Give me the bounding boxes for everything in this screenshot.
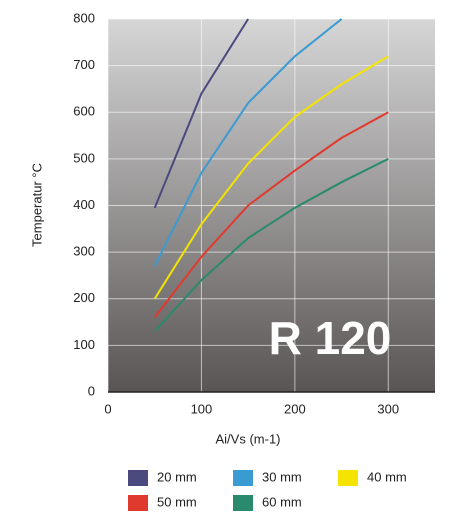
series-line bbox=[153, 157, 389, 333]
legend-label: 30 mm bbox=[262, 469, 302, 484]
annotation: R 120 bbox=[269, 312, 392, 364]
y-tick-label: 300 bbox=[73, 244, 95, 259]
y-tick-label: 0 bbox=[88, 383, 95, 398]
x-tick-label: 0 bbox=[104, 401, 111, 416]
series-line bbox=[153, 111, 389, 319]
series-line bbox=[153, 18, 249, 209]
x-tick-label: 200 bbox=[284, 401, 306, 416]
y-tick-label: 800 bbox=[73, 10, 95, 25]
legend-label: 40 mm bbox=[367, 469, 407, 484]
legend-swatch bbox=[128, 470, 148, 486]
legend-label: 50 mm bbox=[157, 494, 197, 509]
x-tick-label: 300 bbox=[377, 401, 399, 416]
legend-swatch bbox=[338, 470, 358, 486]
y-axis-label: Temperatur °C bbox=[29, 163, 44, 247]
series-line bbox=[153, 55, 389, 300]
legend-label: 60 mm bbox=[262, 494, 302, 509]
y-tick-label: 500 bbox=[73, 150, 95, 165]
y-tick-label: 100 bbox=[73, 337, 95, 352]
x-axis-label: Ai/Vs (m-1) bbox=[216, 431, 281, 446]
y-tick-label: 600 bbox=[73, 104, 95, 119]
series-line bbox=[153, 18, 343, 267]
y-tick-label: 700 bbox=[73, 57, 95, 72]
legend-label: 20 mm bbox=[157, 469, 197, 484]
legend-swatch bbox=[128, 495, 148, 511]
legend-swatch bbox=[233, 495, 253, 511]
legend-swatch bbox=[233, 470, 253, 486]
y-tick-label: 400 bbox=[73, 197, 95, 212]
y-tick-label: 200 bbox=[73, 290, 95, 305]
x-tick-label: 100 bbox=[191, 401, 213, 416]
